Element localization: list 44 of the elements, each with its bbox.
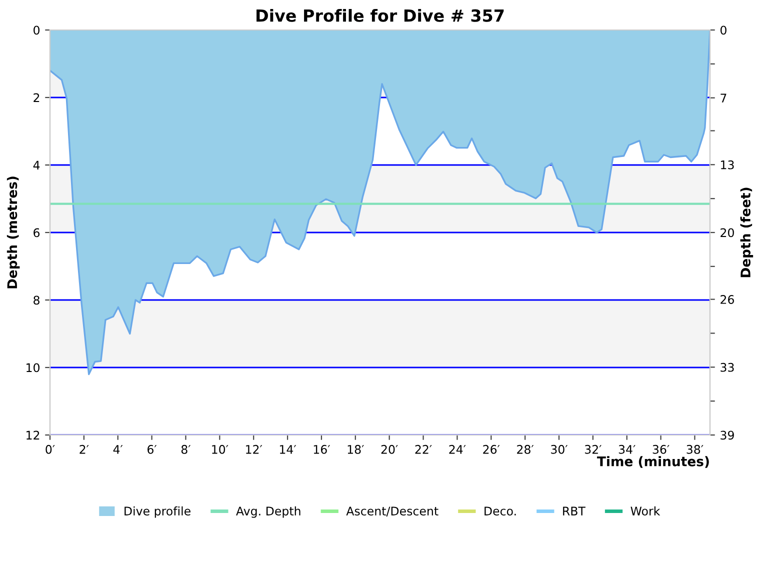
- x-tick-label: 32′: [584, 444, 602, 454]
- y-tick-label: 12: [26, 430, 40, 440]
- x-tick-label: 2′: [80, 444, 89, 454]
- y-tick-label: 6: [34, 228, 40, 238]
- y2-tick-label: 20: [720, 228, 734, 238]
- x-tick-label: 8′: [181, 444, 191, 454]
- y2-axis-title: Depth (feet): [740, 188, 754, 278]
- y2-tick-label: 39: [720, 430, 734, 440]
- x-tick-label: 38′: [686, 444, 704, 454]
- x-tick-label: 36′: [652, 444, 670, 454]
- x-tick-label: 28′: [517, 444, 534, 454]
- chart-title: Dive Profile for Dive # 357: [256, 9, 504, 22]
- legend-label: Deco.: [484, 506, 516, 516]
- x-tick-label: 4′: [113, 445, 123, 454]
- x-tick-label: 10′: [212, 444, 228, 454]
- x-tick-label: 12′: [246, 444, 262, 454]
- x-tick-label: 18′: [348, 444, 364, 454]
- x-tick-label: 0′: [46, 444, 55, 454]
- x-axis-title: Time (minutes): [597, 456, 709, 468]
- x-tick-label: 22′: [415, 444, 432, 454]
- y2-tick-label: 26: [720, 295, 734, 304]
- legend-label: Ascent/Descent: [346, 506, 438, 516]
- legend-label: RBT: [563, 506, 586, 516]
- y2-tick-label: 0: [720, 26, 726, 35]
- x-tick-label: 34′: [618, 444, 636, 454]
- y-axis-title: Depth (metres): [6, 176, 20, 288]
- x-tick-label: 6′: [148, 444, 157, 454]
- y-tick-label: 8: [34, 296, 40, 305]
- x-tick-label: 24′: [449, 444, 466, 454]
- y2-tick-label: 33: [720, 362, 734, 372]
- x-tick-label: 14′: [280, 445, 296, 454]
- y-tick-label: 4: [33, 160, 40, 170]
- legend-label: Avg. Depth: [236, 506, 300, 518]
- x-tick-label: 30′: [551, 444, 568, 454]
- y-tick-label: 10: [26, 363, 40, 372]
- legend-label: Dive profile: [124, 506, 190, 518]
- y-tick-label: 0: [34, 26, 40, 35]
- legend-label: Work: [630, 506, 660, 516]
- y-tick-label: 2: [34, 93, 40, 102]
- y2-tick-label: 7: [720, 94, 726, 102]
- x-tick-label: 16′: [314, 444, 330, 454]
- y2-tick-label: 13: [721, 160, 734, 170]
- x-tick-label: 20′: [381, 444, 398, 454]
- x-tick-label: 26′: [483, 444, 500, 454]
